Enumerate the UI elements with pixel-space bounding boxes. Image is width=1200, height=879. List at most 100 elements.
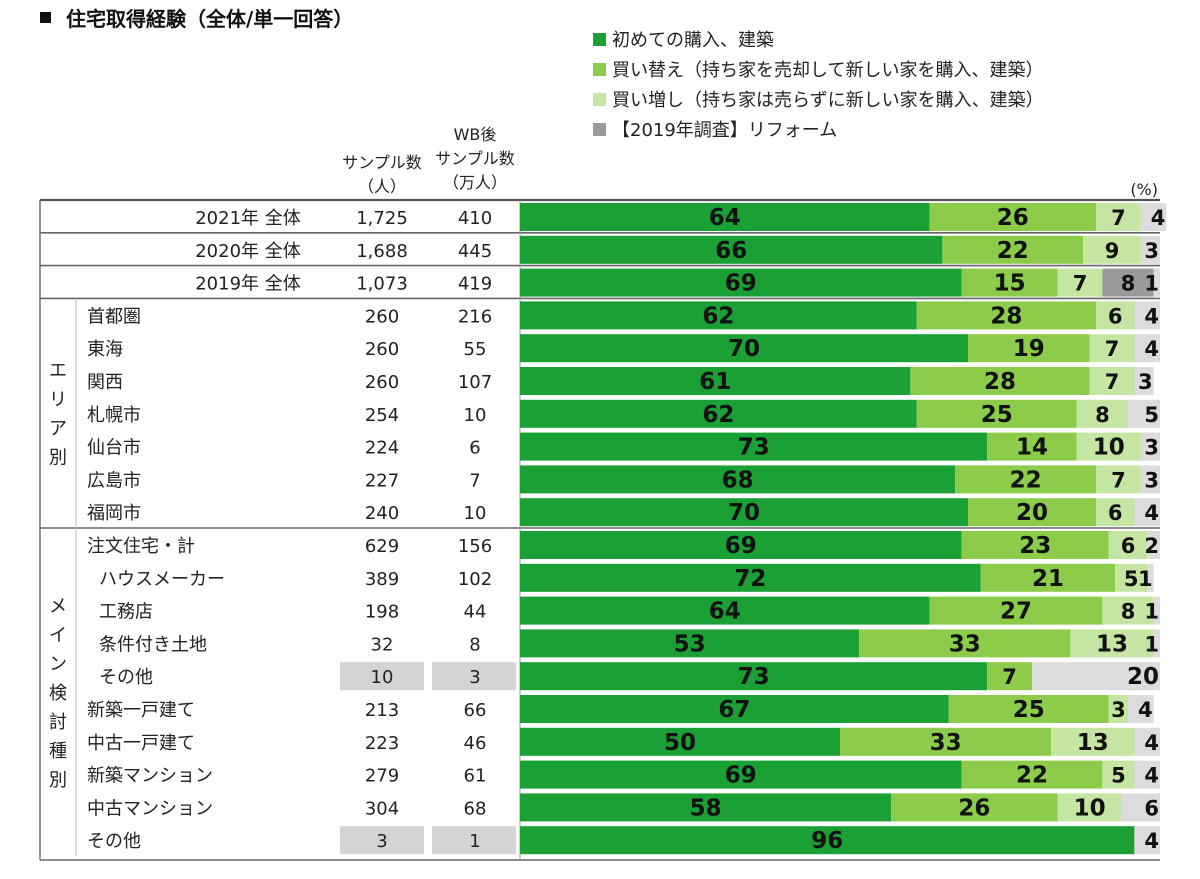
segment-value-label: 4: [1144, 731, 1159, 755]
wb-sample-count: 7: [469, 470, 480, 491]
bar-segment-add: [1108, 531, 1148, 559]
wb-sample-count: 6: [469, 438, 480, 459]
bar-segment-first: [520, 563, 981, 592]
segment-value-label: 61: [699, 369, 731, 395]
segment-value-label: 8: [1095, 403, 1110, 427]
bar-segment-first: [520, 432, 988, 461]
segment-value-label: 22: [997, 238, 1029, 264]
small-sample-cell: [432, 662, 516, 691]
segment-value-label: 96: [811, 828, 843, 854]
bar-segment-add: [1108, 695, 1128, 723]
bar-segment-add: [1051, 727, 1135, 756]
bar-segment-replace: [840, 727, 1052, 756]
bar-segment-first: [520, 203, 930, 231]
bar-segment-other: [1134, 334, 1160, 363]
segment-value-label: 3: [1138, 370, 1153, 394]
bar-segment-other: [1147, 531, 1160, 559]
segment-value-label: 53: [674, 631, 706, 657]
sample-count: 1,725: [356, 208, 408, 229]
row-label: 注文住宅・計: [87, 536, 195, 557]
bar-segment-first: [520, 826, 1135, 855]
segment-value-label: 10: [1074, 795, 1106, 821]
wb-sample-count: 46: [464, 733, 487, 754]
bar-segment-add: [1076, 399, 1128, 428]
table-row: その他 10 3 73 7 20: [99, 662, 1160, 691]
bar-segment-first: [520, 629, 860, 658]
segment-value-label: 1: [1144, 632, 1159, 656]
bar-segment-first: [520, 465, 956, 494]
row-label: ハウスメーカー: [99, 569, 225, 590]
segment-value-label: 68: [722, 467, 754, 493]
table-row: 新築一戸建て 213 66 67 25 3 4: [87, 695, 1154, 723]
row-label: その他: [87, 831, 141, 852]
segment-value-label: 3: [1111, 698, 1126, 722]
small-sample-cell: [340, 826, 424, 855]
bar-segment-add: [1115, 563, 1148, 592]
bar-segment-first: [520, 301, 917, 330]
segment-value-label: 1: [1138, 567, 1153, 591]
segment-value-label: 25: [1013, 697, 1045, 723]
row-label: 新築一戸建て: [87, 700, 195, 721]
header-wb-line: （万人）: [443, 173, 507, 192]
bar-segment-replace: [948, 695, 1109, 723]
row-label: 首都圏: [87, 306, 141, 327]
segment-value-label: 10: [1093, 435, 1125, 461]
row-label: 東海: [87, 339, 123, 360]
bar-segment-replace: [955, 465, 1096, 494]
bar-segment-first: [520, 334, 968, 363]
segment-value-label: 9: [1105, 239, 1120, 263]
bar-segment-add: [1057, 793, 1122, 822]
sample-count: 224: [365, 438, 399, 459]
bar-segment-first: [520, 399, 917, 428]
segment-value-label: 28: [984, 369, 1016, 395]
segment-value-label: 14: [1016, 435, 1048, 461]
sample-count: 279: [365, 766, 399, 787]
segment-value-label: 4: [1144, 304, 1159, 328]
segment-value-label: 13: [1096, 631, 1128, 657]
bar-segment-replace: [859, 629, 1071, 658]
bar-segment-add: [1089, 367, 1135, 395]
legend-swatch-replace: [593, 63, 606, 76]
sample-count: 389: [365, 569, 399, 590]
bar-segment-replace: [968, 498, 1096, 527]
bar-segment-other: [1140, 235, 1160, 264]
segment-value-label: 4: [1151, 206, 1166, 230]
segment-value-label: 20: [1016, 500, 1048, 526]
segment-value-label: 33: [949, 631, 981, 657]
wb-sample-count: 10: [464, 503, 487, 524]
segment-value-label: 7: [1111, 206, 1126, 230]
bar-segment-replace: [961, 760, 1103, 789]
row-label: 条件付き土地: [99, 634, 207, 655]
bar-segment-other: [1140, 465, 1160, 494]
segment-value-label: 2: [1144, 534, 1159, 558]
sample-count: 10: [371, 667, 394, 688]
segment-value-label: 70: [728, 336, 760, 362]
bar-segment-other: [1153, 268, 1160, 297]
sample-count: 1,073: [356, 274, 408, 295]
bar-segment-other: [1134, 826, 1160, 855]
bar-segment-first: [520, 531, 962, 559]
bar-segment-replace: [910, 367, 1090, 395]
row-label: 福岡市: [87, 503, 141, 524]
wb-sample-count: 55: [464, 339, 487, 360]
bar-segment-replace: [987, 662, 1032, 691]
wb-sample-count: 445: [458, 241, 492, 262]
segment-value-label: 25: [981, 402, 1013, 428]
bar-segment-first: [520, 596, 930, 625]
bar-segment-other: [1134, 301, 1160, 330]
wb-sample-count: 66: [464, 700, 487, 721]
segment-value-label: 1: [1144, 600, 1159, 624]
sample-count: 304: [365, 798, 399, 819]
table-row: 東海 260 55 70 19 7 4: [87, 334, 1160, 363]
segment-value-label: 6: [1108, 501, 1123, 525]
bar-segment-first: [520, 235, 943, 264]
sample-count: 227: [365, 470, 399, 491]
segment-value-label: 8: [1121, 272, 1136, 296]
row-label: 工務店: [99, 602, 153, 623]
bar-segment-other: [1134, 367, 1154, 395]
segment-value-label: 28: [990, 303, 1022, 329]
sample-count: 32: [371, 634, 394, 655]
bar-segment-reform: [1102, 268, 1154, 297]
